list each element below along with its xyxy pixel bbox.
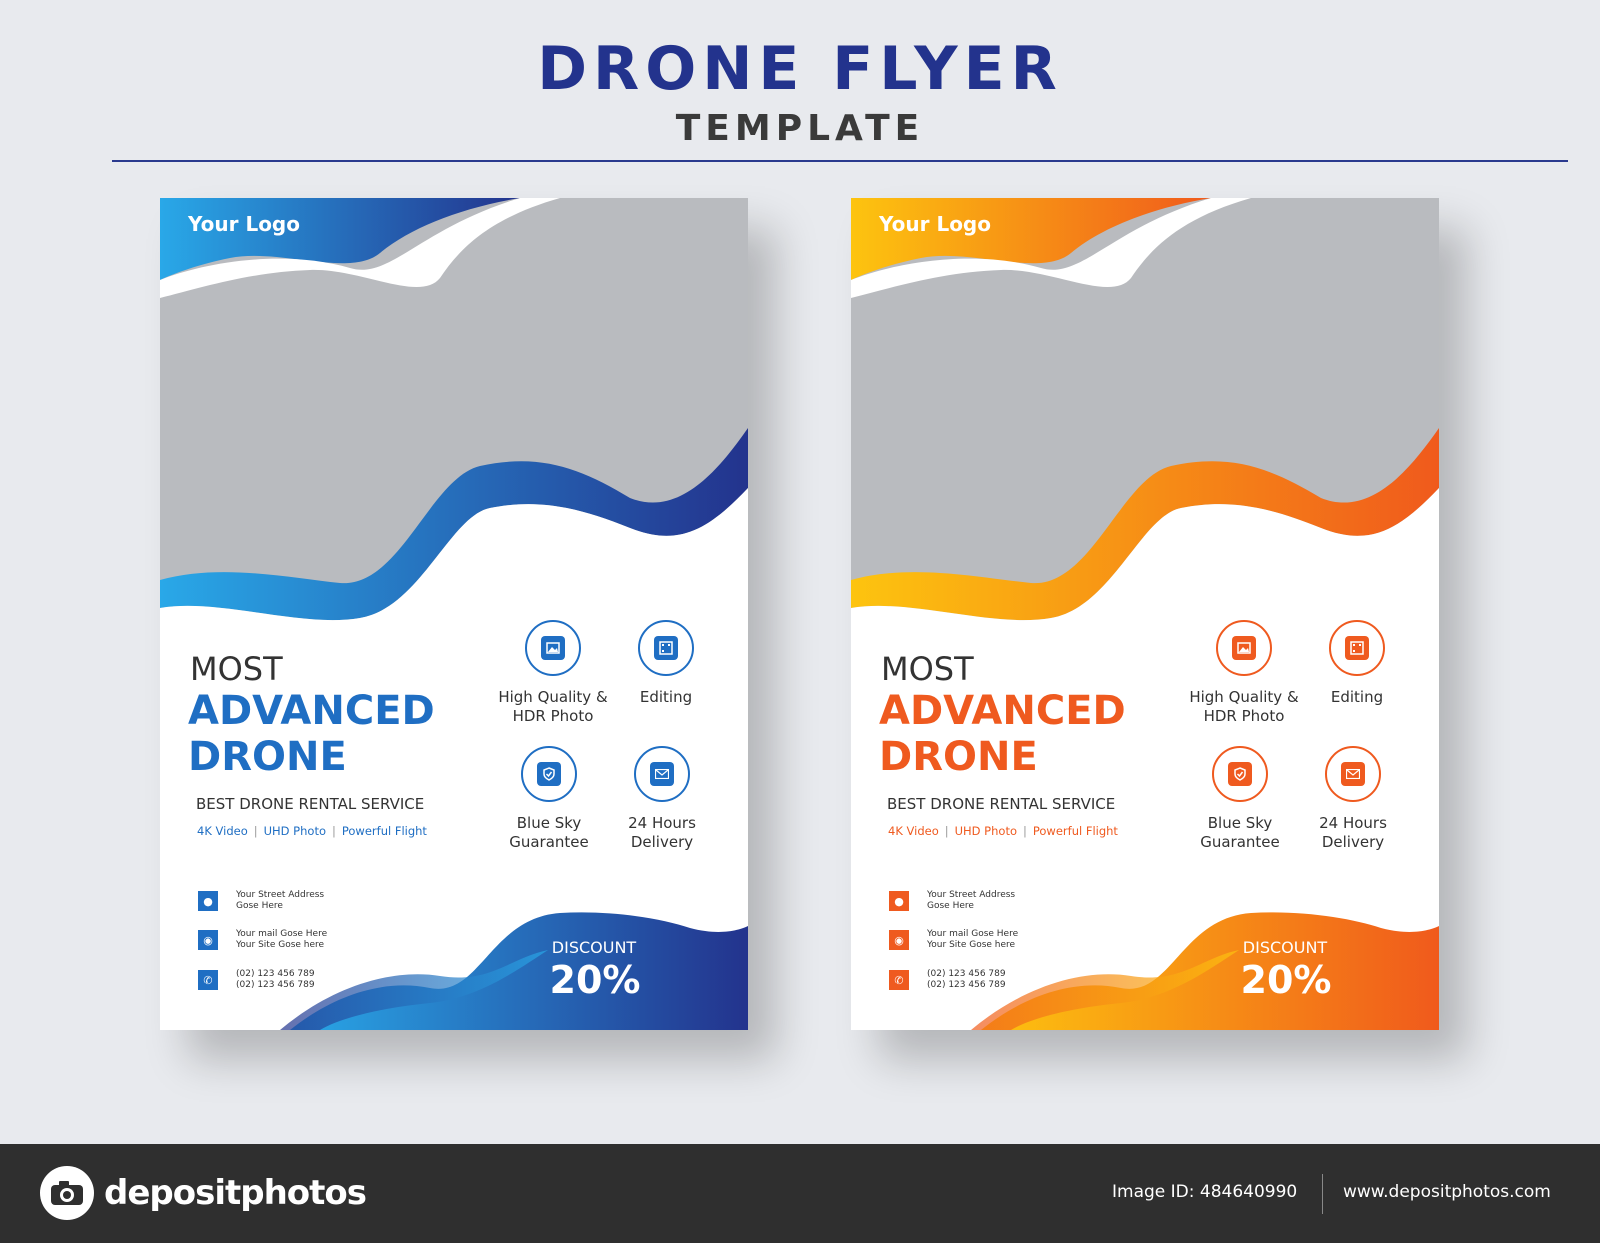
film-edit-icon [638, 620, 694, 676]
feature-item: 4K Video [888, 824, 939, 838]
service-delivery: 24 Hours Delivery [602, 746, 722, 852]
feature-separator: | [944, 824, 949, 838]
shield-check-icon [521, 746, 577, 802]
feature-item: Powerful Flight [1032, 824, 1118, 838]
page-subtitle: TEMPLATE [675, 108, 925, 149]
service-label: Blue Sky Guarantee [1200, 814, 1280, 851]
contact-line: Your Street Address [236, 890, 325, 900]
location-pin-icon: ● [198, 891, 218, 911]
contact-line: (02) 123 456 789 [236, 969, 315, 979]
service-label: High Quality & HDR Photo [1189, 688, 1299, 725]
headline-advanced-drone: ADVANCED DRONE [188, 688, 435, 780]
service-label: High Quality & HDR Photo [498, 688, 608, 725]
page-title: DRONE FLYER [537, 34, 1063, 104]
image-icon [525, 620, 581, 676]
tagline: BEST DRONE RENTAL SERVICE [196, 795, 425, 813]
contact-line: Gose Here [236, 901, 283, 911]
phone-icon: ✆ [889, 970, 909, 990]
contact-line: Your mail Gose Here [927, 929, 1019, 939]
headline-advanced-drone: ADVANCED DRONE [879, 688, 1126, 780]
contact-line: (02) 123 456 789 [927, 969, 1006, 979]
discount-label: DISCOUNT [1242, 938, 1328, 957]
camera-icon [40, 1166, 94, 1220]
contact-phone: ✆ (02) 123 456 789 (02) 123 456 789 [889, 969, 1006, 991]
image-icon [1216, 620, 1272, 676]
contact-line: Your mail Gose Here [236, 929, 328, 939]
brand-name: depositphotos [104, 1173, 367, 1213]
discount-value: 20% [549, 958, 641, 1002]
service-label: 24 Hours Delivery [628, 814, 696, 851]
logo: Your Logo [188, 212, 300, 236]
service-label: Editing [1330, 688, 1384, 706]
flyer-blue: Your Logo MOST ADVANCED DRONE BEST DRONE… [160, 198, 748, 1030]
contact-line: Gose Here [927, 901, 974, 911]
logo: Your Logo [879, 212, 991, 236]
feature-item: 4K Video [197, 824, 248, 838]
feature-item: Powerful Flight [341, 824, 427, 838]
contact-web: ◉ Your mail Gose Here Your Site Gose here [889, 929, 1018, 951]
headline-most: MOST [190, 650, 283, 688]
service-label: 24 Hours Delivery [1319, 814, 1387, 851]
contact-phone: ✆ (02) 123 456 789 (02) 123 456 789 [198, 969, 315, 991]
feature-separator: | [1023, 824, 1027, 838]
feature-list: 4K Video | UHD Photo | Powerful Flight [197, 824, 427, 838]
service-label: Blue Sky Guarantee [509, 814, 589, 851]
contact-line: Your Site Gose here [236, 940, 325, 950]
contact-line: (02) 123 456 789 [236, 980, 315, 990]
contact-address: ● Your Street Address Gose Here [889, 890, 1015, 912]
service-delivery: 24 Hours Delivery [1293, 746, 1413, 852]
contact-web: ◉ Your mail Gose Here Your Site Gose here [198, 929, 327, 951]
globe-icon: ◉ [889, 930, 909, 950]
flyer-orange: Your Logo MOST ADVANCED DRONE BEST DRONE… [851, 198, 1439, 1030]
discount-value: 20% [1240, 958, 1332, 1002]
film-edit-icon [1329, 620, 1385, 676]
site-link[interactable]: www.depositphotos.com [1343, 1182, 1551, 1202]
service-label: Editing [639, 688, 693, 706]
feature-item: UHD Photo [263, 824, 326, 838]
brand-logo[interactable]: depositphotos [40, 1166, 367, 1220]
service-blue-sky: Blue Sky Guarantee [1180, 746, 1300, 852]
service-hdr-photo: High Quality & HDR Photo [1184, 620, 1304, 726]
feature-separator: | [253, 824, 258, 838]
service-editing: Editing [606, 620, 726, 707]
envelope-icon [1325, 746, 1381, 802]
contact-line: Your Street Address [927, 890, 1016, 900]
headline-most: MOST [881, 650, 974, 688]
contact-address: ● Your Street Address Gose Here [198, 890, 324, 912]
flyer-blue-background [160, 198, 748, 1030]
header-divider [112, 160, 1568, 162]
shield-check-icon [1212, 746, 1268, 802]
location-pin-icon: ● [889, 891, 909, 911]
contact-line: Your Site Gose here [927, 940, 1016, 950]
service-editing: Editing [1297, 620, 1417, 707]
discount-label: DISCOUNT [551, 938, 637, 957]
footer-divider [1322, 1174, 1323, 1214]
globe-icon: ◉ [198, 930, 218, 950]
contact-line: (02) 123 456 789 [927, 980, 1006, 990]
image-id: Image ID: 484640990 [1112, 1182, 1298, 1202]
feature-item: UHD Photo [954, 824, 1017, 838]
footer-bar: depositphotos Image ID: 484640990 www.de… [0, 1144, 1600, 1243]
envelope-icon [634, 746, 690, 802]
feature-separator: | [332, 824, 336, 838]
feature-list: 4K Video | UHD Photo | Powerful Flight [888, 824, 1118, 838]
service-hdr-photo: High Quality & HDR Photo [493, 620, 613, 726]
service-blue-sky: Blue Sky Guarantee [489, 746, 609, 852]
tagline: BEST DRONE RENTAL SERVICE [887, 795, 1116, 813]
flyer-orange-background [851, 198, 1439, 1030]
phone-icon: ✆ [198, 970, 218, 990]
